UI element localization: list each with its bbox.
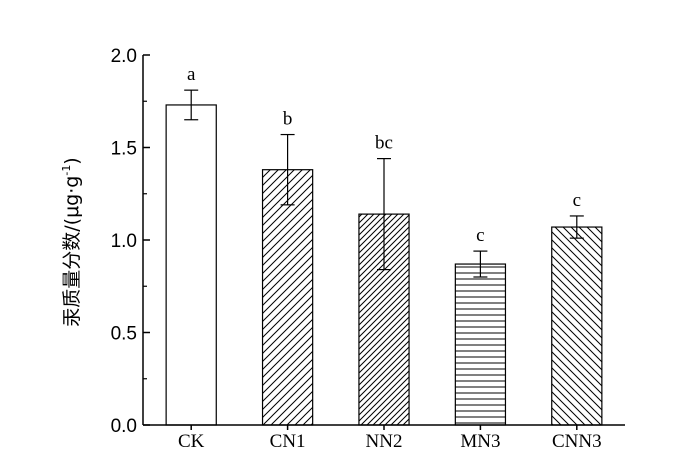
error-bar-mn3 (473, 250, 488, 278)
bar-mn3 (454, 263, 507, 426)
y-axis-title-superscript: -1 (60, 165, 73, 176)
x-tick-label-mn3: MN3 (460, 431, 500, 452)
x-tick-label-cn1: CN1 (270, 431, 306, 452)
bar-cn1 (261, 169, 314, 426)
y-tick-label: 1.5 (111, 139, 137, 160)
x-axis-ticks: CK CN1 NN2 MN3 CNN3 (178, 425, 602, 452)
x-tick-label-cnn3: CNN3 (552, 431, 602, 452)
error-bar-cn1 (280, 133, 295, 206)
significance-label-ck: a (187, 64, 196, 85)
significance-label-cnn3: c (573, 190, 581, 211)
y-tick-label: 1.0 (111, 231, 137, 252)
bar-ck (165, 104, 217, 426)
x-tick-label-nn2: NN2 (366, 431, 403, 452)
y-axis-ticks: 0.0 0.5 1.0 1.5 2.0 (111, 46, 150, 437)
y-tick-label: 2.0 (111, 46, 137, 67)
bar-cnn3 (551, 226, 603, 426)
y-axis-title: 汞质量分数/(μg·g-1) (60, 157, 83, 326)
y-tick-label: 0.0 (111, 416, 137, 437)
error-bar-ck (184, 89, 199, 121)
error-bar-cnn3 (569, 215, 584, 239)
y-tick-label: 0.5 (111, 324, 137, 345)
significance-label-cn1: b (283, 109, 293, 130)
x-tick-label-ck: CK (178, 431, 205, 452)
significance-label-nn2: bc (375, 133, 393, 154)
significance-label-mn3: c (476, 225, 484, 246)
error-bars-layer (184, 89, 584, 278)
svg-text:汞质量分数/(μg·g-1): 汞质量分数/(μg·g-1) (60, 157, 83, 326)
error-bar-nn2 (377, 158, 391, 271)
significance-labels-layer: a b bc c c (187, 64, 581, 246)
